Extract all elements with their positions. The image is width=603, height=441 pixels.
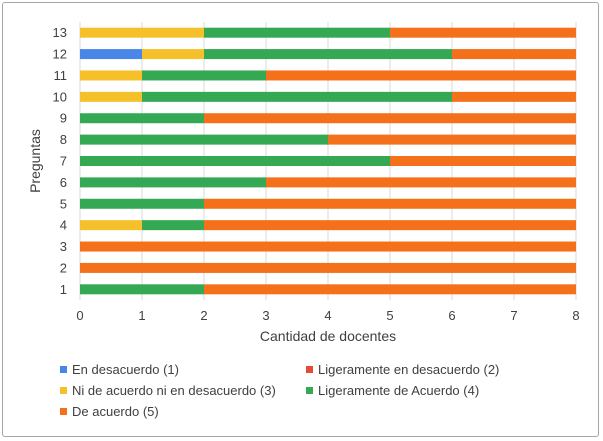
bar-segment-q1-s5 (204, 284, 576, 295)
y-tick-label: 9 (60, 111, 67, 126)
bar-segment-q8-s4 (80, 134, 328, 145)
bar-segment-q12-s5 (452, 49, 576, 60)
bar-segment-q11-s3 (80, 70, 142, 81)
x-tick-labels: 0 1 2 3 4 5 6 7 8 (76, 308, 579, 323)
bar-segment-q5-s5 (204, 198, 576, 209)
x-tick-label: 5 (386, 308, 393, 323)
x-tick-label: 4 (324, 308, 331, 323)
y-axis-title: Preguntas (27, 129, 43, 193)
x-axis-title: Cantidad de docentes (260, 328, 396, 344)
bar-segment-q4-s3 (80, 220, 142, 231)
y-tick-label: 7 (60, 154, 67, 169)
bar-segment-q10-s3 (80, 91, 142, 102)
y-tick-label: 1 (60, 282, 67, 297)
x-tick-label: 2 (200, 308, 207, 323)
legend-swatch (306, 366, 313, 373)
y-tick-label: 2 (60, 260, 67, 275)
bar-segment-q7-s4 (80, 156, 390, 166)
y-tick-label: 11 (54, 68, 68, 83)
legend-swatch (60, 387, 67, 394)
bar-segment-q11-s4 (142, 70, 266, 81)
y-tick-label: 12 (53, 47, 67, 62)
legend-label: Ligeramente en desacuerdo (2) (318, 362, 499, 377)
bar-segment-q13-s3 (80, 27, 204, 38)
bar-segment-q5-s4 (80, 198, 204, 209)
bar-segment-q8-s5 (328, 134, 576, 145)
bar-segment-q12-s1 (80, 49, 142, 60)
bar-segment-q11-s5 (266, 70, 576, 81)
bar-segment-q9-s5 (204, 113, 576, 124)
x-tick-label: 0 (76, 308, 83, 323)
bar-segment-q12-s3 (142, 49, 204, 60)
bar-segment-q13-s5 (390, 27, 576, 38)
legend: En desacuerdo (1) Ligeramente en desacuer… (60, 362, 499, 419)
x-tick-label: 1 (138, 308, 145, 323)
y-tick-label: 4 (60, 218, 67, 233)
bar-segment-q1-s4 (80, 284, 204, 295)
bar-segment-q9-s4 (80, 113, 204, 124)
legend-swatch (60, 408, 67, 415)
bar-segment-q2-s5 (80, 262, 576, 273)
bars (80, 27, 576, 295)
bar-segment-q12-s4 (204, 49, 452, 60)
bar-segment-q13-s4 (204, 27, 390, 38)
legend-swatch (306, 387, 313, 394)
legend-label: Ni de acuerdo ni en desacuerdo (3) (72, 383, 276, 398)
x-tick-label: 8 (572, 308, 579, 323)
legend-label: Ligeramente de Acuerdo (4) (318, 383, 479, 398)
x-tick-label: 7 (510, 308, 517, 323)
x-tick-label: 6 (448, 308, 455, 323)
bar-segment-q4-s4 (142, 220, 204, 231)
y-tick-label: 3 (60, 239, 67, 254)
legend-swatch (60, 366, 67, 373)
y-tick-label: 10 (53, 89, 67, 104)
bar-segment-q7-s5 (390, 156, 576, 166)
y-tick-label: 13 (53, 25, 67, 40)
y-tick-label: 5 (60, 196, 67, 211)
bar-segment-q4-s5 (204, 220, 576, 231)
x-tick-label: 3 (262, 308, 269, 323)
legend-label: De acuerdo (5) (72, 404, 159, 419)
y-tick-label: 6 (60, 175, 67, 190)
y-tick-label: 8 (60, 132, 67, 147)
bar-segment-q6-s4 (80, 177, 266, 188)
bar-segment-q6-s5 (266, 177, 576, 188)
bar-segment-q10-s5 (452, 91, 576, 102)
legend-label: En desacuerdo (1) (72, 362, 179, 377)
bar-segment-q3-s5 (80, 241, 576, 252)
bar-segment-q10-s4 (142, 91, 452, 102)
